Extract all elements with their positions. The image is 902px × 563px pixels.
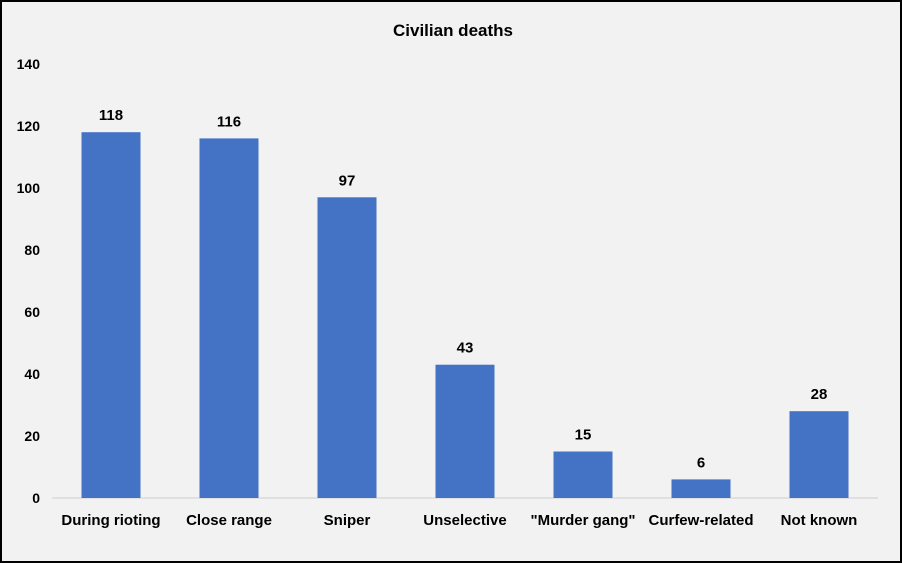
y-tick-label: 100	[17, 180, 41, 196]
x-tick-label: During rioting	[61, 512, 160, 529]
x-tick-label: Curfew-related	[648, 512, 753, 529]
x-tick-label: "Murder gang"	[530, 512, 635, 529]
x-tick-label: Close range	[186, 512, 272, 529]
y-tick-label: 40	[24, 366, 40, 382]
bar	[81, 132, 141, 498]
x-tick-label: Not known	[781, 512, 858, 529]
bar	[317, 197, 377, 499]
data-label: 116	[217, 113, 241, 130]
data-label: 118	[99, 107, 123, 124]
data-label: 97	[339, 172, 356, 189]
y-tick-label: 0	[32, 490, 40, 506]
y-tick-label: 120	[17, 118, 41, 134]
bar	[789, 411, 849, 498]
chart-title: Civilian deaths	[393, 21, 513, 40]
data-label: 15	[575, 427, 592, 444]
x-tick-label: Unselective	[423, 512, 506, 529]
data-label: 6	[697, 454, 705, 471]
y-tick-label: 140	[17, 56, 41, 72]
bar	[435, 364, 495, 498]
data-label: 28	[811, 386, 828, 403]
y-tick-label: 20	[24, 428, 40, 444]
x-tick-label: Sniper	[324, 512, 371, 529]
bar	[199, 138, 259, 498]
data-label: 43	[457, 340, 474, 357]
y-tick-label: 80	[24, 242, 40, 258]
bar	[553, 451, 613, 498]
y-tick-label: 60	[24, 304, 40, 320]
bar	[671, 479, 731, 498]
